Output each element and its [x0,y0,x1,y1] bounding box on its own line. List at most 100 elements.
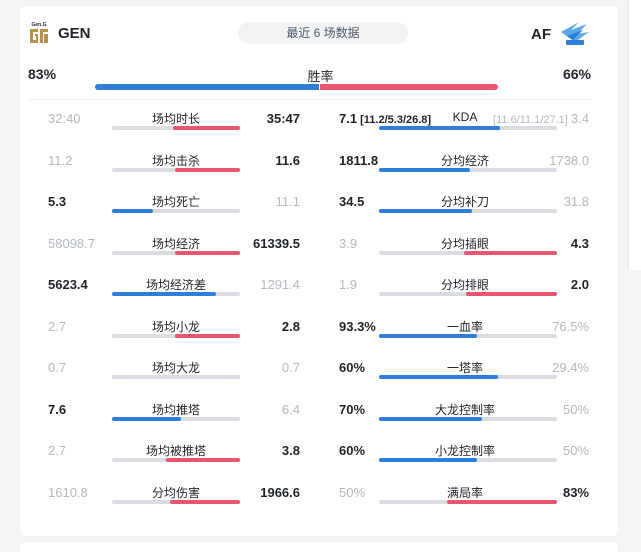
stat-label: 场均死亡 [151,195,200,209]
stat-value-left: 5623.4 [48,277,88,292]
stat-row: 7.6 6.4 场均推塔 [48,402,300,442]
stat-value-left: 60% [339,360,366,375]
stat-value-right-main: 3.4 [570,111,589,126]
stat-bar-left-fill [112,292,216,296]
stat-row: 1.9 2.0 分均排眼 [339,277,589,317]
team-left-name: GEN [58,24,91,42]
divider [28,99,590,100]
stat-value-right: 4.3 [570,235,589,251]
team-comparison-card [20,6,618,536]
stat-value-left: 1811.8 [339,152,379,168]
af-logo-icon [561,22,589,45]
stat-value-right: 1738.0 [549,152,589,168]
gen-logo-icon: Gen.G [30,22,48,43]
side-panel-edge [628,0,641,270]
stat-bar-right-fill [464,250,557,255]
stat-label: 场均大龙 [151,361,200,375]
stat-bar-left-fill [379,375,498,379]
stat-label: 场均经济 [151,236,200,251]
gen-logo-text: Gen.G [31,22,46,28]
stat-value-right: 2.0 [570,277,589,292]
stat-row: 1610.8 1966.6 分均伤害 [48,485,300,525]
stat-row: 50% 83% 满局率 [339,485,589,525]
stat-bar-left-fill [379,458,477,462]
stat-row: 2.7 2.8 场均小龙 [48,319,300,359]
stat-value-left: 70% [339,401,366,417]
stat-row: 93.3% 76.5% 一血率 [339,319,589,359]
stat-value-right: 11.6 [275,152,300,168]
stat-value-right: 35:47 [266,111,300,126]
stat-label: 满局率 [446,485,483,500]
stat-value-right: 3.8 [281,443,300,458]
stat-value-left: 3.9 [339,235,358,251]
win-rate-right: 66% [562,66,591,82]
stat-label: 一血率 [446,319,483,334]
stat-label: 大龙控制率 [434,402,495,417]
stat-value-left: 0.7 [48,360,67,375]
stat-value-left: 60% [339,443,366,458]
stat-value-right: 50% [562,443,589,458]
stat-value-right: 1291.4 [260,277,300,292]
stat-row: 70% 50% 大龙控制率 [339,402,589,442]
stat-value-right: 31.8 [563,194,589,209]
team-right-name: AF [531,25,551,43]
stat-value-right: 1966.6 [260,484,300,500]
stat-value-left: 5.3 [48,194,67,209]
stat-bar-right-fill [175,167,240,172]
stat-value-left: 58098.7 [48,235,95,251]
win-rate-label: 胜率 [307,69,334,84]
stat-row: 5623.4 1291.4 场均经济差 [48,277,300,317]
stat-row: 5.3 11.1 场均死亡 [48,194,300,234]
stat-bar-left-fill [112,209,153,213]
stat-label: 分均伤害 [151,485,200,500]
stat-value-right-detail: [11.6/11.1/27.1] [493,114,571,126]
stat-label: 分均补刀 [440,195,489,209]
stat-bar-right-fill [175,250,240,255]
stat-label: 场均经济差 [145,278,206,292]
stat-row: 32:40 35:47 场均时长 [48,111,300,151]
stat-bar-right-fill [170,499,240,504]
stat-value-right: 29.4% [552,360,589,375]
team-right[interactable]: AF [531,20,593,48]
stat-label: KDA [452,110,478,124]
stat-label: 一塔率 [446,361,483,375]
stat-bar-track [112,209,240,213]
stat-bar-right-fill [166,458,240,462]
stat-row: 60% 50% 小龙控制率 [339,443,589,483]
stat-row: 2.7 3.8 场均被推塔 [48,443,300,483]
win-rate-bar-right [320,84,498,90]
stat-bar-left-fill [379,126,500,130]
stat-value-left: 2.7 [48,443,67,458]
stat-value-left-detail: [11.2/5.3/26.8] [357,114,432,126]
stat-value-right: 6.4 [281,401,300,417]
stat-bar-right-fill [173,126,240,130]
stat-value-right: 2.8 [281,318,300,334]
win-rate-left: 83% [28,66,57,82]
stat-label: 分均经济 [440,153,489,168]
stat-row: 34.5 31.8 分均补刀 [339,194,589,234]
stat-row: 7.1 [11.2/5.3/26.8] [11.6/11.1/27.1] 3.4 K… [339,110,589,151]
stat-label: 分均插眼 [440,236,489,251]
stat-bar-left-fill [379,333,477,338]
stat-row: 60% 29.4% 一塔率 [339,360,589,400]
stat-value-left: 34.5 [339,194,365,209]
stat-value-right: [11.6/11.1/27.1] 3.4 [493,111,589,126]
stat-label: 场均被推塔 [145,444,206,458]
stat-value-left: 32:40 [48,111,81,126]
stat-bar-right-fill [447,499,557,504]
stat-value-left: 11.2 [48,152,73,168]
stat-value-left: 7.6 [48,401,67,417]
stat-value-left: 50% [339,484,366,500]
stat-bar-left-fill [379,416,482,421]
stat-bar-left-fill [379,209,472,213]
team-left[interactable]: Gen.G GEN [28,20,91,46]
recent-matches-label: 最近 6 场数据 [238,22,408,44]
stat-value-left: 7.1 [11.2/5.3/26.8] [339,111,432,126]
stat-value-left: 93.3% [339,318,376,334]
stat-bar-track [112,375,240,379]
stat-bar-left-fill [112,416,181,421]
stat-value-right: 50% [562,401,589,417]
next-card-edge [20,542,618,552]
stat-row: 0.7 0.7 场均大龙 [48,360,300,400]
stat-label: 场均推塔 [151,402,200,417]
